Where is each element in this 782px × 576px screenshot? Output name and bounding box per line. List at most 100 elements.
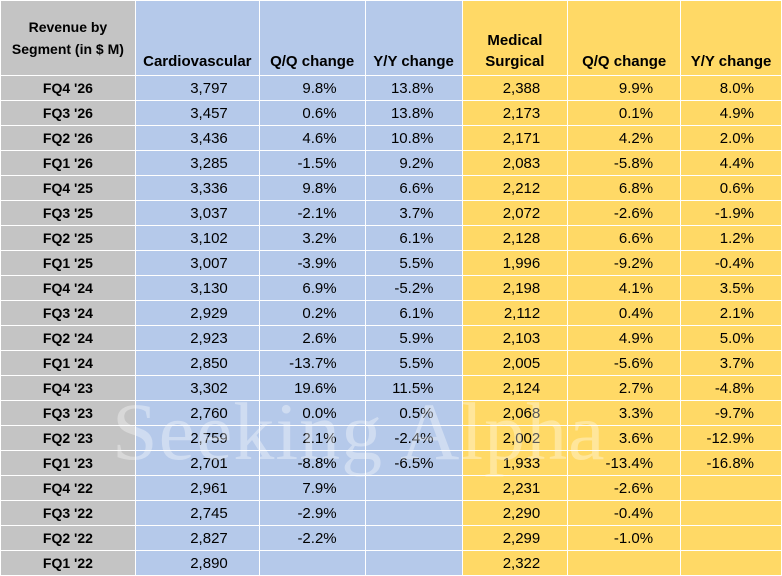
table-row: FQ4 '24 3,130 6.9% -5.2% 2,198 4.1% 3.5%: [0, 275, 782, 301]
medical-surgical-value: 2,072: [461, 200, 569, 226]
table-row: FQ2 '23 2,759 2.1% -2.4% 2,002 3.6% -12.9%: [0, 425, 782, 451]
period-cell: FQ2 '23: [0, 425, 136, 451]
period-cell: FQ1 '25: [0, 250, 136, 276]
medical-surgical-value: 2,005: [461, 350, 569, 376]
cv-yy-value: [364, 500, 463, 526]
header-row: Revenue by Segment (in $ M) Cardiovascul…: [0, 0, 782, 76]
cv-yy-value: [364, 525, 463, 551]
ms-qq-value: 2.7%: [567, 375, 682, 401]
ms-qq-value: 0.4%: [567, 300, 682, 326]
cv-qq-value: 6.9%: [258, 275, 366, 301]
medical-surgical-value: 2,083: [461, 150, 569, 176]
medical-surgical-value: 2,068: [461, 400, 569, 426]
header-label-cell: Revenue by Segment (in $ M): [0, 0, 136, 76]
ms-yy-value: [680, 475, 782, 501]
cardiovascular-value: 3,436: [134, 125, 260, 151]
header-cv-yy: Y/Y change: [364, 0, 463, 76]
medical-surgical-value: 2,171: [461, 125, 569, 151]
cardiovascular-value: 2,923: [134, 325, 260, 351]
cardiovascular-value: 2,759: [134, 425, 260, 451]
cv-yy-value: -2.4%: [364, 425, 463, 451]
cv-qq-value: -2.2%: [258, 525, 366, 551]
cv-qq-value: -3.9%: [258, 250, 366, 276]
cv-yy-value: 5.5%: [364, 250, 463, 276]
ms-yy-value: 4.4%: [680, 150, 782, 176]
header-cardiovascular: Cardiovascular: [134, 0, 260, 76]
period-cell: FQ1 '23: [0, 450, 136, 476]
ms-qq-value: 3.6%: [567, 425, 682, 451]
ms-yy-value: 3.7%: [680, 350, 782, 376]
table-row: FQ1 '25 3,007 -3.9% 5.5% 1,996 -9.2% -0.4%: [0, 250, 782, 276]
ms-yy-value: 8.0%: [680, 75, 782, 101]
medical-surgical-value: 2,173: [461, 100, 569, 126]
ms-yy-value: 3.5%: [680, 275, 782, 301]
period-cell: FQ4 '23: [0, 375, 136, 401]
medical-surgical-value: 2,002: [461, 425, 569, 451]
cv-yy-value: 3.7%: [364, 200, 463, 226]
medical-surgical-value: 2,198: [461, 275, 569, 301]
cardiovascular-value: 3,037: [134, 200, 260, 226]
ms-yy-value: 2.0%: [680, 125, 782, 151]
medical-surgical-value: 2,112: [461, 300, 569, 326]
table-row: FQ1 '26 3,285 -1.5% 9.2% 2,083 -5.8% 4.4%: [0, 150, 782, 176]
cv-yy-value: 10.8%: [364, 125, 463, 151]
medical-surgical-value: 2,388: [461, 75, 569, 101]
table-row: FQ2 '25 3,102 3.2% 6.1% 2,128 6.6% 1.2%: [0, 225, 782, 251]
ms-qq-value: 9.9%: [567, 75, 682, 101]
medical-surgical-value: 2,299: [461, 525, 569, 551]
table-row: FQ4 '23 3,302 19.6% 11.5% 2,124 2.7% -4.8%: [0, 375, 782, 401]
cv-qq-value: 2.1%: [258, 425, 366, 451]
header-ms-qq: Q/Q change: [567, 0, 682, 76]
cv-yy-value: 6.1%: [364, 300, 463, 326]
cardiovascular-value: 3,457: [134, 100, 260, 126]
cv-yy-value: [364, 475, 463, 501]
cv-yy-value: 9.2%: [364, 150, 463, 176]
cardiovascular-value: 2,827: [134, 525, 260, 551]
ms-yy-value: 5.0%: [680, 325, 782, 351]
cv-qq-value: 0.6%: [258, 100, 366, 126]
cardiovascular-value: 3,797: [134, 75, 260, 101]
table-row: FQ1 '23 2,701 -8.8% -6.5% 1,933 -13.4% -16.8%: [0, 450, 782, 476]
cv-qq-value: 19.6%: [258, 375, 366, 401]
table-row: FQ3 '26 3,457 0.6% 13.8% 2,173 0.1% 4.9%: [0, 100, 782, 126]
period-cell: FQ4 '24: [0, 275, 136, 301]
ms-yy-value: [680, 500, 782, 526]
period-cell: FQ1 '26: [0, 150, 136, 176]
ms-qq-value: 6.8%: [567, 175, 682, 201]
table-row: FQ2 '24 2,923 2.6% 5.9% 2,103 4.9% 5.0%: [0, 325, 782, 351]
table-row: FQ3 '25 3,037 -2.1% 3.7% 2,072 -2.6% -1.9%: [0, 200, 782, 226]
cv-qq-value: 0.0%: [258, 400, 366, 426]
ms-yy-value: -16.8%: [680, 450, 782, 476]
ms-yy-value: [680, 525, 782, 551]
cv-qq-value: 3.2%: [258, 225, 366, 251]
medical-surgical-value: 2,231: [461, 475, 569, 501]
ms-qq-value: -0.4%: [567, 500, 682, 526]
cv-qq-value: -13.7%: [258, 350, 366, 376]
cardiovascular-value: 2,760: [134, 400, 260, 426]
table-row: FQ2 '26 3,436 4.6% 10.8% 2,171 4.2% 2.0%: [0, 125, 782, 151]
period-cell: FQ4 '26: [0, 75, 136, 101]
ms-yy-value: -9.7%: [680, 400, 782, 426]
ms-yy-value: -4.8%: [680, 375, 782, 401]
cardiovascular-value: 3,007: [134, 250, 260, 276]
period-cell: FQ2 '25: [0, 225, 136, 251]
period-cell: FQ2 '24: [0, 325, 136, 351]
cv-yy-value: 6.6%: [364, 175, 463, 201]
medical-surgical-value: 2,290: [461, 500, 569, 526]
cv-qq-value: -8.8%: [258, 450, 366, 476]
cv-yy-value: 13.8%: [364, 100, 463, 126]
ms-yy-value: -0.4%: [680, 250, 782, 276]
cv-qq-value: 2.6%: [258, 325, 366, 351]
period-cell: FQ4 '25: [0, 175, 136, 201]
table-row: FQ1 '22 2,890 2,322: [0, 550, 782, 576]
ms-qq-value: -13.4%: [567, 450, 682, 476]
ms-yy-value: 4.9%: [680, 100, 782, 126]
period-cell: FQ1 '24: [0, 350, 136, 376]
period-cell: FQ3 '25: [0, 200, 136, 226]
ms-qq-value: -5.8%: [567, 150, 682, 176]
ms-yy-value: [680, 550, 782, 576]
period-cell: FQ1 '22: [0, 550, 136, 576]
cv-qq-value: -1.5%: [258, 150, 366, 176]
ms-yy-value: -1.9%: [680, 200, 782, 226]
